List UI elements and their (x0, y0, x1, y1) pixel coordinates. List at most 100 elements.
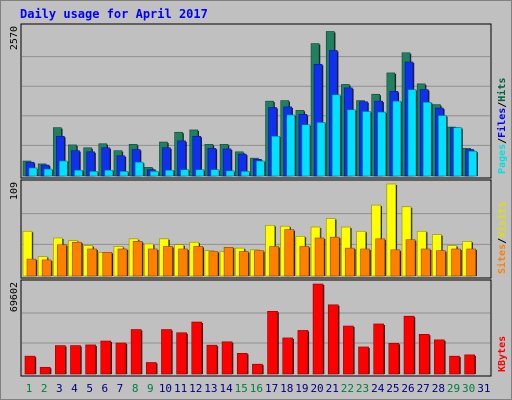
bar-sites-30-edge (466, 248, 476, 277)
bar-sites-19 (299, 246, 309, 276)
bar-sites-17-shadow (278, 247, 280, 276)
bar-sites-3 (57, 244, 67, 276)
x-tick-label: 13 (204, 382, 217, 395)
bar-kbytes-19 (297, 330, 308, 374)
bar-kbytes-21-shadow (338, 305, 340, 374)
x-tick-label: 5 (86, 382, 93, 395)
bar-pages-20-shadow (325, 123, 327, 176)
bar-sites-22-shadow (354, 249, 356, 276)
bar-sites-1 (27, 259, 36, 276)
bar-kbytes-25 (388, 343, 399, 374)
bar-sites-28-shadow (445, 251, 447, 276)
bar-kbytes-10 (161, 329, 172, 374)
bar-pages-26-edge (407, 89, 417, 177)
bar-kbytes-2 (40, 367, 51, 374)
bar-visits-25 (386, 184, 396, 276)
bar-pages-14-edge (225, 170, 235, 177)
bar-kbytes-15-shadow (247, 354, 249, 374)
bar-pages-23-edge (362, 111, 371, 177)
bar-sites-26-shadow (415, 240, 417, 276)
bar-pages-30-shadow (476, 152, 478, 176)
x-tick-label: 2 (41, 382, 48, 395)
bar-pages-30 (468, 151, 477, 176)
bar-kbytes-27-shadow (429, 335, 431, 374)
bar-kbytes-26-edge (403, 315, 415, 375)
bar-pages-7 (119, 171, 128, 176)
bar-files-15 (238, 154, 247, 176)
bar-kbytes-2-shadow (50, 368, 52, 374)
bar-pages-29-edge (453, 127, 462, 177)
bar-sites-8-shadow (142, 242, 144, 276)
bar-pages-10-shadow (173, 171, 175, 176)
bar-sites-16 (254, 250, 264, 276)
bar-pages-15-edge (240, 171, 250, 177)
bar-pages-4-shadow (82, 171, 84, 176)
y-max-label: 2570 (9, 26, 20, 50)
y-max-label: 69602 (9, 282, 20, 312)
bar-pages-24-shadow (385, 113, 387, 176)
x-tick-label: 15 (235, 382, 248, 395)
bar-pages-23-shadow (370, 112, 372, 176)
bar-kbytes-5-shadow (95, 345, 97, 374)
bar-pages-16-shadow (264, 162, 266, 176)
x-tick-label: 26 (401, 382, 414, 395)
bar-kbytes-17 (267, 311, 278, 374)
bar-sites-5-edge (87, 248, 97, 277)
bar-pages-21-shadow (340, 95, 342, 176)
bar-sites-20-shadow (324, 239, 326, 276)
x-tick-label: 24 (371, 382, 385, 395)
bar-sites-7 (117, 248, 127, 276)
bar-sites-23-shadow (369, 249, 371, 276)
bar-sites-9-shadow (157, 249, 159, 276)
bar-kbytes-3 (55, 345, 66, 374)
bar-kbytes-26-shadow (414, 317, 416, 374)
bar-sites-6 (102, 252, 112, 276)
bar-sites-6-shadow (111, 253, 114, 276)
bar-kbytes-4 (70, 345, 81, 374)
bar-kbytes-6 (100, 341, 111, 374)
bar-sites-29-edge (451, 248, 461, 277)
bar-sites-2-edge (41, 259, 52, 277)
bar-files-6-shadow (109, 148, 112, 176)
bar-pages-1-edge (28, 167, 38, 177)
bar-files-11 (177, 140, 186, 176)
bar-sites-14 (224, 247, 234, 276)
bar-sites-22-edge (345, 247, 355, 277)
bar-sites-5 (87, 248, 97, 276)
bar-kbytes-24-edge (373, 323, 385, 375)
bar-pages-1 (29, 167, 37, 176)
chart-title: Daily usage for April 2017 (20, 7, 208, 21)
bar-sites-26 (406, 239, 416, 276)
bar-files-12-shadow (200, 137, 202, 176)
bar-kbytes-18-shadow (292, 338, 294, 374)
x-tick-label: 6 (101, 382, 108, 395)
bar-sites-23-edge (360, 248, 370, 277)
bar-files-3-shadow (64, 137, 66, 176)
chart-panels (20, 23, 492, 377)
bar-sites-16-shadow (263, 251, 265, 276)
bar-visits-25-shadow (395, 185, 398, 276)
bar-pages-3-shadow (67, 162, 69, 176)
bar-kbytes-1 (25, 356, 35, 374)
bar-kbytes-11-shadow (186, 333, 188, 374)
bar-kbytes-12-edge (191, 321, 203, 375)
bar-kbytes-29 (449, 356, 460, 374)
bar-kbytes-20-edge (312, 283, 324, 375)
bar-kbytes-12 (191, 322, 202, 374)
bar-files-7-shadow (124, 156, 127, 176)
bar-kbytes-3-shadow (65, 346, 67, 374)
bar-files-11-shadow (185, 141, 187, 176)
bar-sites-4-shadow (81, 243, 83, 276)
bar-kbytes-16 (252, 364, 263, 374)
x-tick-label: 12 (189, 382, 202, 395)
bar-kbytes-2-edge (39, 366, 51, 375)
bar-sites-18 (284, 229, 294, 276)
bar-sites-13-shadow (217, 252, 220, 276)
bar-kbytes-5 (85, 344, 96, 374)
bar-sites-27-shadow (430, 249, 432, 276)
bar-pages-26 (408, 89, 417, 176)
bar-pages-6 (104, 170, 113, 176)
bar-kbytes-29-edge (449, 355, 460, 375)
x-tick-label: 3 (56, 382, 63, 395)
bar-files-4-shadow (79, 151, 81, 176)
